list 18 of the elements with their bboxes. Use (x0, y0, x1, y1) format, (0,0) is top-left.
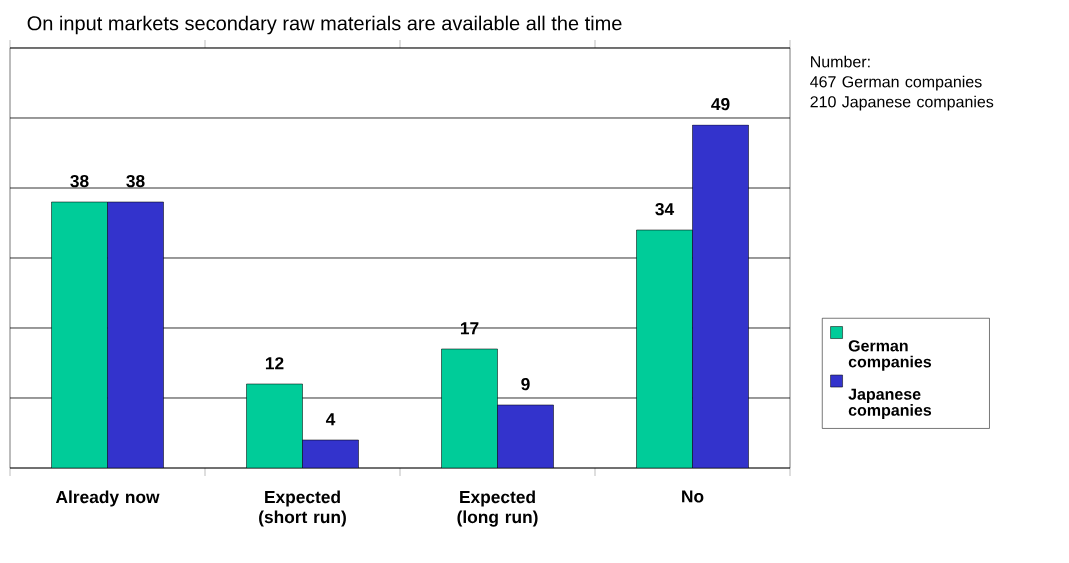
data-label: 4 (325, 413, 336, 426)
x-tick-label: No (682, 490, 704, 503)
data-label: 34 (655, 202, 675, 216)
data-label: 17 (460, 322, 479, 335)
legend-label: Japanese companies (848, 388, 932, 419)
data-label: 38 (70, 174, 89, 188)
x-tick-label: Expected (short run) (259, 490, 346, 527)
data-label: 49 (711, 98, 730, 111)
x-tick-label: Already now (55, 490, 160, 507)
chart-title: On input markets secondary raw materials are available all the time (27, 15, 622, 35)
legend-label: German companies (848, 340, 932, 371)
text: 467 German companies (810, 75, 982, 91)
text: 210 Japanese companies (810, 95, 994, 111)
x-tick-label: Expected (long run) (457, 490, 538, 527)
data-label: 9 (521, 378, 530, 391)
data-label: 12 (265, 357, 284, 370)
text: Number: (811, 55, 870, 68)
data-label: 38 (126, 174, 145, 188)
